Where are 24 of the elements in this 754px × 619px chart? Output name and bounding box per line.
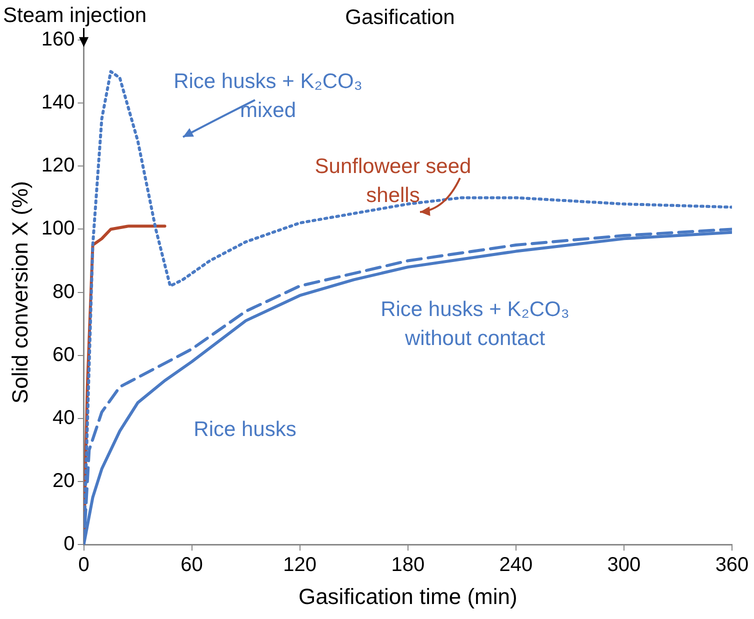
series-label: Rice husks + K₂CO₃ without contact: [380, 298, 570, 350]
y-tick-label: 140: [41, 92, 75, 114]
y-tick-label: 80: [52, 280, 75, 303]
y-tick-label: 60: [52, 344, 75, 366]
x-tick-label: 120: [283, 554, 317, 576]
x-tick-label: 360: [715, 554, 749, 576]
text: Sunfloweer seed shells: [314, 154, 472, 207]
x-tick-label: 180: [391, 554, 425, 576]
y-tick-label: 100: [41, 218, 75, 240]
text: Rice husks: [194, 418, 296, 441]
x-axis-title: Gasification time (min): [298, 584, 518, 609]
x-tick-label: 0: [78, 554, 90, 576]
text: Gasification: [345, 6, 455, 29]
y-tick-label: 120: [41, 154, 75, 177]
x-tick-label: 240: [499, 554, 533, 576]
y-tick-label: 20: [52, 470, 75, 492]
y-tick-label: 0: [64, 533, 75, 556]
y-tick-label: 160: [41, 28, 75, 51]
x-tick-label: 60: [180, 554, 203, 576]
y-tick-label: 40: [52, 406, 75, 429]
x-tick-label: 300: [607, 554, 641, 576]
y-axis-title: Solid conversion X (%): [7, 181, 32, 404]
text: Steam injection: [3, 4, 147, 27]
series-label: Rice husks + K₂CO₃ mixed: [174, 70, 362, 122]
